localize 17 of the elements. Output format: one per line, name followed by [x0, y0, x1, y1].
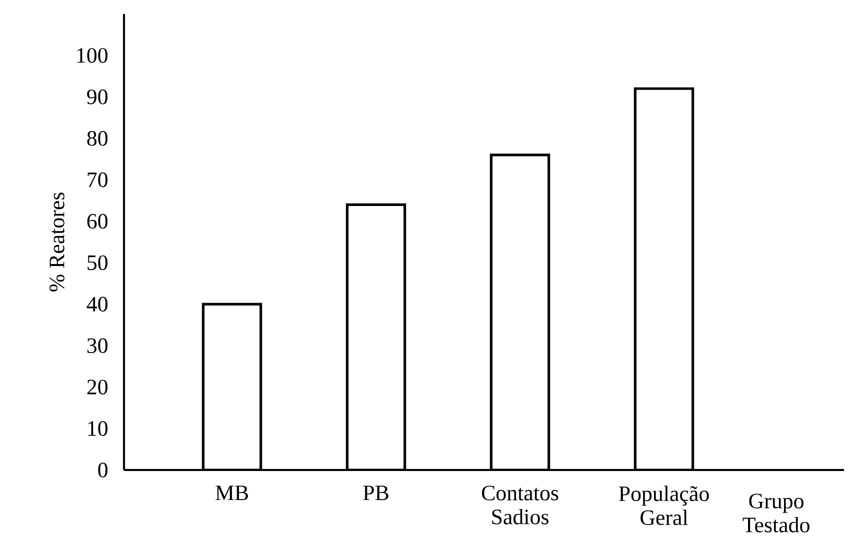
y-tick-label: 70 — [88, 172, 108, 188]
y-tick-label: 50 — [88, 255, 108, 270]
y-tick-label: 0 — [98, 462, 108, 478]
y-tick-label: 60 — [87, 214, 108, 229]
y-tick-label: 20 — [87, 380, 108, 394]
y-tick-label: 40 — [86, 296, 108, 312]
x-tick-label: População Geral — [618, 486, 709, 526]
y-tick-label: 90 — [87, 90, 108, 104]
y-axis-title: % Reatores — [50, 192, 64, 292]
y-tick-label: 80 — [87, 130, 108, 146]
y-tick-label: 10 — [88, 421, 108, 436]
x-tick-label: MB — [216, 486, 248, 500]
y-tick-label: 100 — [77, 48, 108, 63]
x-tick-label: Contatos Sadios — [482, 486, 558, 524]
x-axis-title: Grupo Testado — [742, 494, 810, 532]
x-tick-label: PB — [363, 486, 388, 500]
y-tick-label: 30 — [87, 338, 108, 354]
